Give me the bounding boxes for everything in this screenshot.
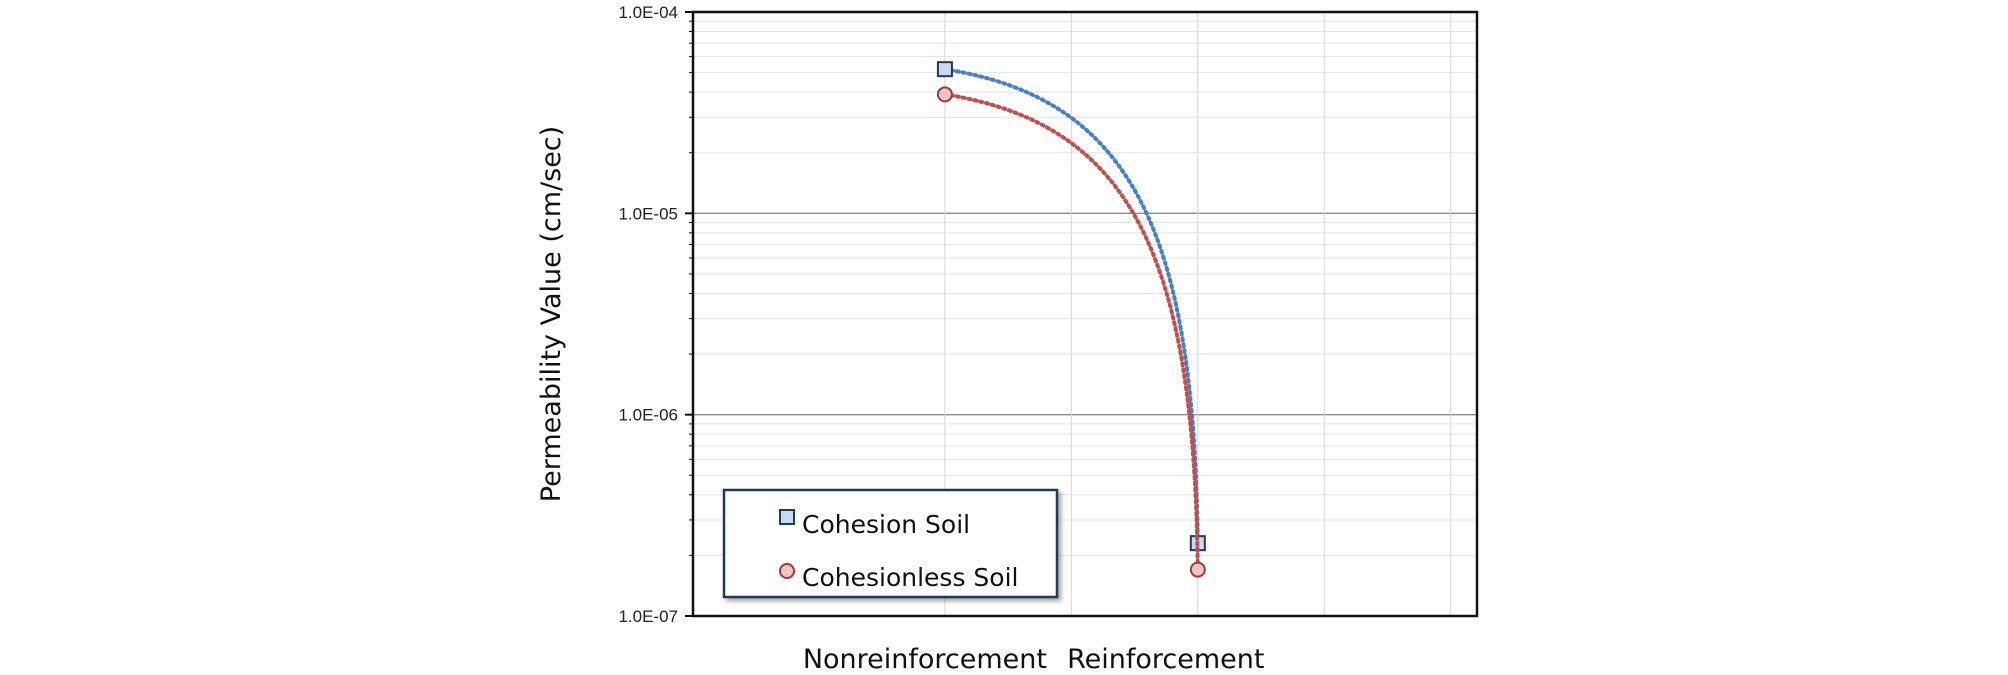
x-axis-ticks: Nonreinforcement Reinforcement <box>803 644 1265 675</box>
legend-marker <box>779 563 795 579</box>
x-category-label: Reinforcement <box>1067 644 1264 675</box>
grid <box>693 12 1477 616</box>
legend-box <box>722 488 1059 599</box>
y-tick-label: 1.0E-05 <box>618 204 678 223</box>
data-point <box>1189 561 1206 578</box>
legend-marker <box>779 509 795 525</box>
legend-label: Cohesion Soil <box>802 510 970 539</box>
legend-items: Cohesion Soil Cohesionless Soil <box>779 509 1018 592</box>
legend: Cohesion Soil Cohesionless Soil <box>722 488 1059 599</box>
series <box>936 61 1206 578</box>
data-point <box>936 86 953 103</box>
legend-label: Cohesionless Soil <box>802 563 1018 592</box>
y-axis-ticks: 1.0E-07 1.0E-06 1.0E-05 1.0E-04 <box>618 3 693 626</box>
series-line <box>942 92 1200 572</box>
y-tick-label: 1.0E-07 <box>618 607 678 626</box>
x-category-label: Nonreinforcement <box>803 644 1047 675</box>
y-tick-label: 1.0E-04 <box>618 3 678 22</box>
series-line <box>942 67 1200 546</box>
plot-frame <box>691 10 1479 618</box>
y-axis-label: Permeability Value (cm/sec) <box>536 126 567 502</box>
y-tick-label: 1.0E-06 <box>618 406 678 425</box>
data-point <box>936 61 953 78</box>
